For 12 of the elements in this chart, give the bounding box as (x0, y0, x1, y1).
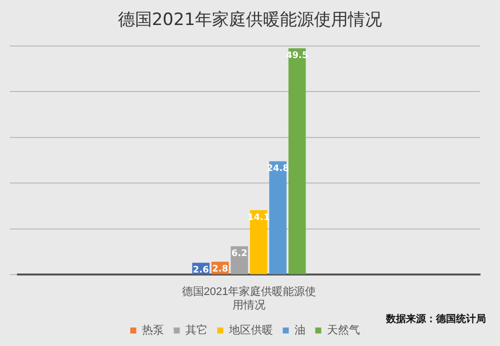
legend-label: 地区供暖 (228, 324, 273, 337)
text: 德国2021年家庭供暖能源使用情况 (182, 285, 316, 312)
legend-label: 其它 (185, 324, 208, 337)
bar (288, 48, 306, 274)
data-label: 2.6 (192, 266, 209, 276)
legend-label: 天然气 (326, 324, 360, 337)
legend-label: 热泵 (142, 324, 164, 337)
legend-label: 油 (294, 324, 306, 337)
data-label: 2.8 (212, 264, 228, 275)
bar (269, 161, 287, 274)
source-note: 数据来源：德国统计局 (386, 312, 486, 326)
data-label: 6.2 (231, 249, 248, 260)
